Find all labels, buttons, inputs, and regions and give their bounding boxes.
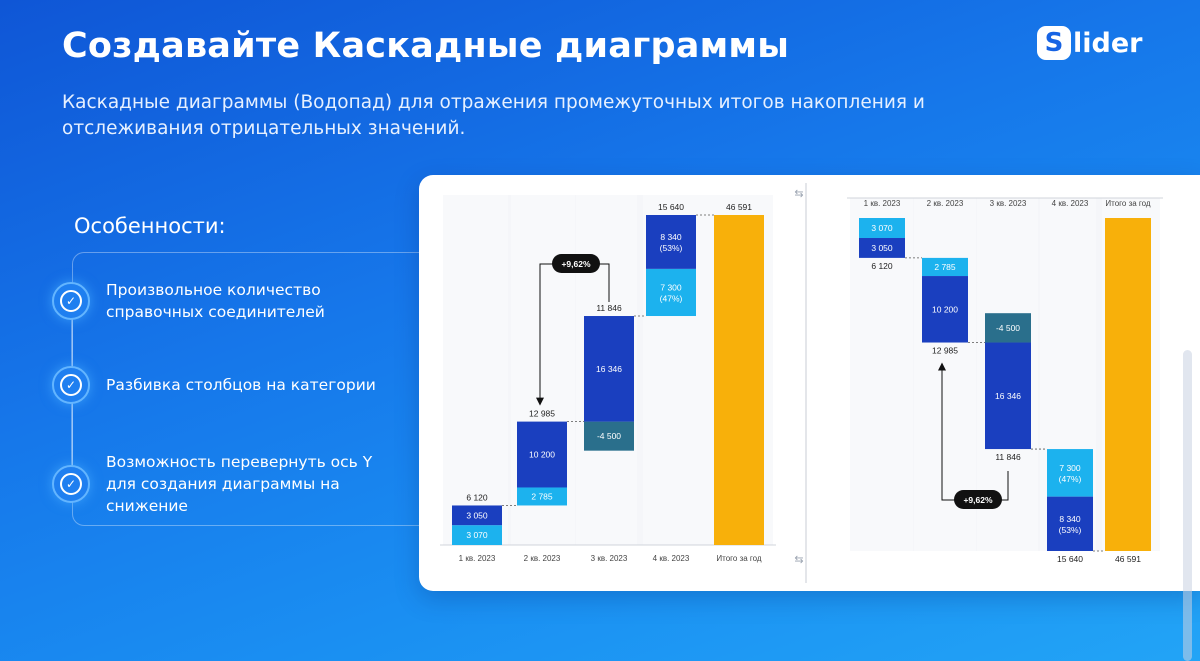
category-tick-label: 4 кв. 2023 xyxy=(1052,199,1089,208)
category-tick-label: 2 кв. 2023 xyxy=(927,199,964,208)
column-band xyxy=(443,195,511,545)
feature-label: Возможность перевернуть ось Y для создан… xyxy=(106,453,373,515)
category-tick-label: Итого за год xyxy=(716,554,762,563)
bar-data-sublabel: (47%) xyxy=(1059,474,1082,484)
stack-total-label: 11 846 xyxy=(995,452,1021,462)
bar-segment xyxy=(646,215,696,269)
slider-logo: S lider xyxy=(1037,23,1142,63)
bar-segment xyxy=(517,421,567,488)
category-tick-label: 4 кв. 2023 xyxy=(653,554,690,563)
stack-total-label: 15 640 xyxy=(658,202,684,212)
category-tick-label: Итого за год xyxy=(1105,199,1151,208)
feature-label: Разбивка столбцов на категории xyxy=(106,376,376,394)
stack-total-label: 46 591 xyxy=(726,202,752,212)
bar-data-label: 16 346 xyxy=(995,391,1021,401)
swap-arrow-icon: ⇆ xyxy=(794,553,803,566)
bar-segment xyxy=(922,276,968,343)
vertical-scrollbar[interactable] xyxy=(1183,350,1192,661)
bar-data-sublabel: (47%) xyxy=(660,293,683,303)
bar-segment xyxy=(714,215,764,545)
bar-segment xyxy=(1047,449,1093,497)
swap-arrow-icon: ⇆ xyxy=(794,187,803,200)
stack-total-label: 11 846 xyxy=(596,303,622,313)
bar-data-label: 3 070 xyxy=(871,223,893,233)
bar-data-label: 7 300 xyxy=(660,282,682,292)
bar-segment xyxy=(452,505,502,526)
logo-mark: S xyxy=(1037,26,1071,60)
bar-data-sublabel: (53%) xyxy=(660,243,683,253)
check-circle-icon: ✓ xyxy=(52,366,90,404)
chart-card: ⇆ ⇆ 3 070 3 050 2 785 10 200 -4 500 16 346 7 300… xyxy=(419,175,1200,591)
features-heading: Особенности: xyxy=(74,214,226,238)
bar-segment xyxy=(584,421,634,451)
stack-total-label: 46 591 xyxy=(1115,554,1141,564)
check-circle-icon: ✓ xyxy=(52,282,90,320)
feature-item-2: ✓ Разбивка столбцов на категории xyxy=(52,366,406,404)
bar-data-label: 3 050 xyxy=(466,510,488,520)
bar-segment xyxy=(859,218,905,239)
page-subtitle: Каскадные диаграммы (Водопад) для отраже… xyxy=(62,92,925,139)
feature-label: Произвольное количество справочных соеди… xyxy=(106,281,325,321)
category-tick-label: 2 кв. 2023 xyxy=(524,554,561,563)
waterfall-charts-svg: ⇆ ⇆ 3 070 3 050 2 785 10 200 -4 500 16 346 7 300… xyxy=(440,183,1163,583)
bar-segment xyxy=(517,487,567,506)
logo-text: lider xyxy=(1073,27,1143,59)
bar-data-label: -4 500 xyxy=(996,323,1020,333)
percent-badge xyxy=(552,254,600,273)
bar-segment xyxy=(1047,496,1093,551)
bar-segment xyxy=(452,525,502,545)
bar-data-label: 2 785 xyxy=(531,491,553,501)
percent-badge-label: +9,62% xyxy=(561,259,591,269)
percent-badge-label: +9,62% xyxy=(963,495,993,505)
feature-item-1: ✓ Произвольное количество справочных сое… xyxy=(52,279,406,323)
bar-data-label: 2 785 xyxy=(934,262,956,272)
bar-data-label: 7 300 xyxy=(1059,463,1081,473)
category-tick-label: 3 кв. 2023 xyxy=(591,554,628,563)
bar-data-label: 10 200 xyxy=(529,450,555,460)
page-title: Создавайте Каскадные диаграммы xyxy=(62,26,790,66)
bar-data-label: 3 070 xyxy=(466,530,488,540)
bar-segment xyxy=(1105,218,1151,551)
bar-data-label: 8 340 xyxy=(660,232,682,242)
bar-data-sublabel: (53%) xyxy=(1059,525,1082,535)
bar-segment xyxy=(985,313,1031,343)
bar-segment xyxy=(922,257,968,277)
percent-badge xyxy=(954,490,1002,509)
bar-data-label: 16 346 xyxy=(596,364,622,374)
stack-total-label: 12 985 xyxy=(932,346,958,356)
bar-segment xyxy=(646,268,696,317)
stack-total-label: 12 985 xyxy=(529,409,555,419)
category-tick-label: 3 кв. 2023 xyxy=(990,199,1027,208)
stack-total-label: 6 120 xyxy=(466,492,488,502)
category-tick-label: 1 кв. 2023 xyxy=(459,554,496,563)
stack-total-label: 6 120 xyxy=(871,261,893,271)
bar-segment xyxy=(859,238,905,258)
bar-data-label: 3 050 xyxy=(871,243,893,253)
bar-data-label: 10 200 xyxy=(932,304,958,314)
bar-segment xyxy=(985,342,1031,450)
stack-total-label: 15 640 xyxy=(1057,554,1083,564)
category-tick-label: 1 кв. 2023 xyxy=(864,199,901,208)
check-circle-icon: ✓ xyxy=(52,465,90,503)
feature-item-3: ✓ Возможность перевернуть ось Y для созд… xyxy=(52,451,406,517)
bar-data-label: -4 500 xyxy=(597,431,621,441)
bar-data-label: 8 340 xyxy=(1059,514,1081,524)
bar-segment xyxy=(584,316,634,422)
